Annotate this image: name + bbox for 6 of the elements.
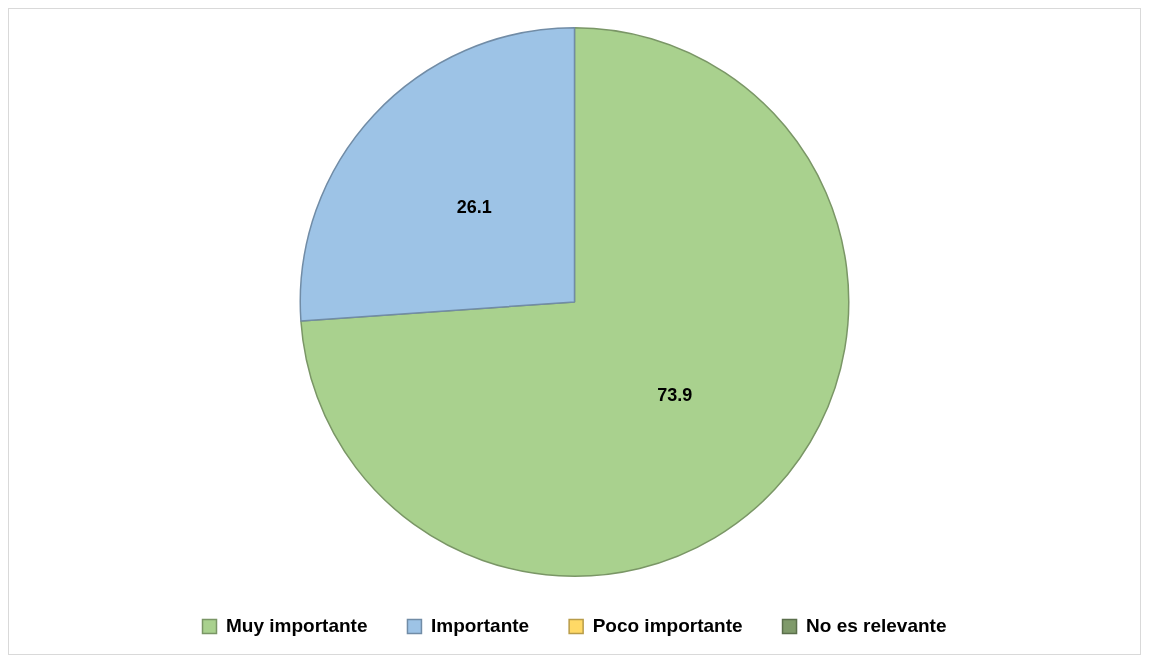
- legend-label: No es relevante: [806, 614, 947, 636]
- legend-label: Muy importante: [226, 614, 368, 636]
- data-label: 26.1: [456, 197, 492, 218]
- data-label: 73.9: [657, 384, 693, 405]
- legend-label: Poco importante: [592, 614, 743, 636]
- legend-label: Importante: [430, 614, 530, 636]
